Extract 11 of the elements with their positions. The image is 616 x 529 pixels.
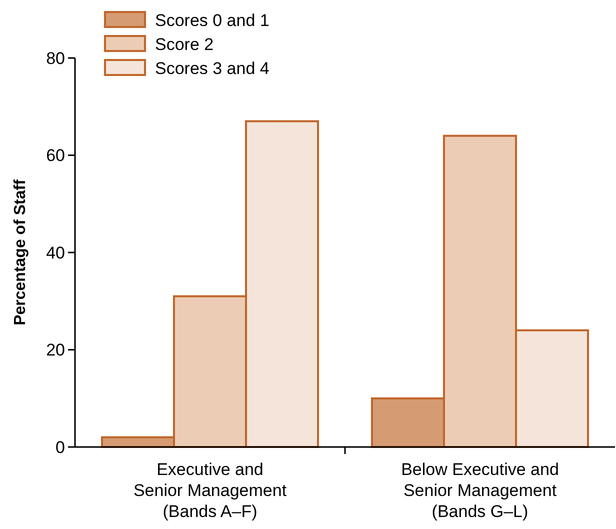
- x-tick-label: Below Executive and Senior Management (Bands G–L): [401, 460, 559, 521]
- legend-label: Scores 0 and 1: [155, 10, 270, 30]
- x-tick-label: Executive and Senior Management (Bands A–F): [133, 460, 287, 521]
- y-axis-title: Percentage of Staff: [12, 178, 29, 326]
- y-tick-label: 80: [46, 48, 65, 68]
- y-tick-label: 40: [46, 243, 65, 262]
- legend-label: Scores 3 and 4: [155, 58, 270, 78]
- y-tick-label: 20: [46, 340, 65, 360]
- y-tick-label: 0: [56, 438, 65, 457]
- legend-label: Score 2: [155, 34, 214, 54]
- y-tick-label: 60: [46, 146, 65, 166]
